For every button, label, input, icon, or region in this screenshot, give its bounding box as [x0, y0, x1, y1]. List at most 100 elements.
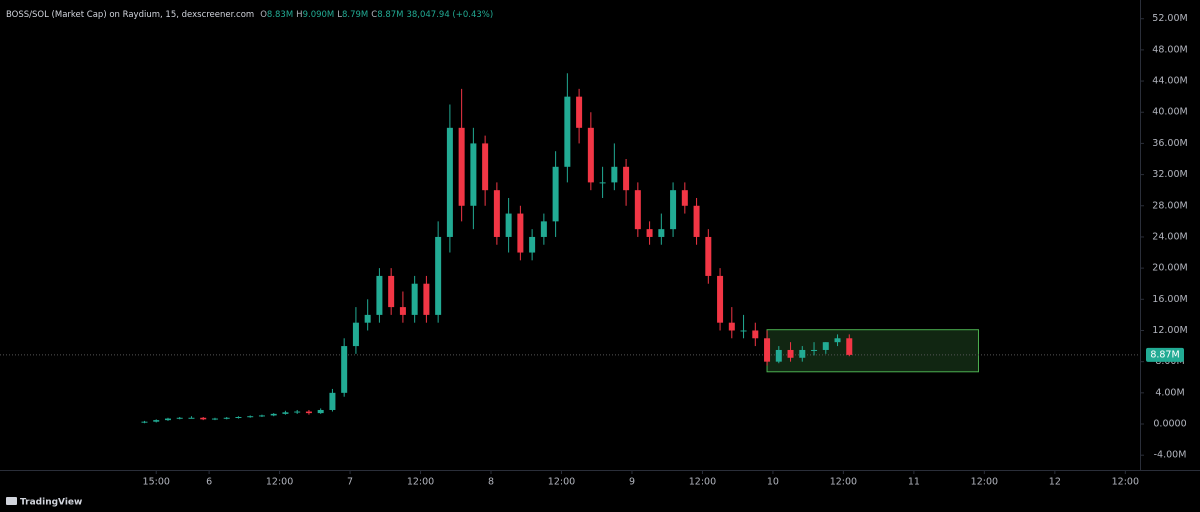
candle-body	[223, 417, 230, 419]
x-tick-label: 9	[629, 477, 635, 488]
x-tick-label: 6	[206, 477, 212, 488]
footer-text: TradingView	[20, 498, 82, 508]
candle-body	[435, 236, 442, 315]
y-tick-label: 0.0000	[1153, 419, 1186, 430]
x-tick-label: 12	[1049, 477, 1061, 488]
candle-body	[282, 412, 289, 414]
candle-body	[294, 411, 301, 413]
last-price-label: 8.87M	[1150, 349, 1179, 360]
y-tick-label: 32.00M	[1152, 169, 1187, 180]
x-tick-label: 12:00	[548, 477, 575, 488]
stat-value: 8.87M	[377, 10, 403, 20]
candle-body	[634, 190, 641, 230]
candle-body	[834, 338, 841, 343]
candle-body	[693, 205, 700, 237]
candle-body	[599, 182, 606, 184]
stat-label: C	[371, 10, 377, 20]
y-tick-label: 52.00M	[1152, 13, 1187, 24]
candle-body	[717, 275, 724, 323]
candle-body	[529, 236, 536, 253]
candle-body	[564, 96, 571, 167]
stat-value: 8.79M	[342, 10, 368, 20]
candle-body	[822, 342, 829, 350]
candle-body	[646, 229, 653, 237]
chart-header: BOSS/SOL (Market Cap) on Raydium, 15, de…	[6, 10, 493, 20]
x-tick-label: 10	[767, 477, 779, 488]
candle-body	[764, 338, 771, 362]
candle-body	[787, 349, 794, 358]
candle-body	[505, 213, 512, 237]
candle-body	[423, 283, 430, 315]
candle-body	[211, 418, 218, 420]
candle-body	[752, 330, 759, 339]
x-tick-label: 15:00	[143, 477, 170, 488]
candle-body	[658, 229, 665, 237]
candle-body	[482, 143, 489, 191]
y-tick-label: 20.00M	[1152, 263, 1187, 274]
y-tick-label: 24.00M	[1152, 231, 1187, 242]
x-tick-label: 8	[488, 477, 494, 488]
candle-body	[681, 190, 688, 206]
candle-body	[200, 417, 207, 420]
candle-body	[728, 322, 735, 331]
candle-body	[775, 349, 782, 362]
candle-body	[740, 330, 747, 332]
candle-body	[493, 190, 500, 237]
y-tick-label: 48.00M	[1152, 44, 1187, 55]
candle-body	[235, 416, 242, 418]
logo-icon	[6, 497, 17, 505]
candle-body	[329, 392, 336, 410]
candle-body	[446, 127, 453, 237]
candle-body	[399, 307, 406, 315]
stat-value: 9.090M	[303, 10, 335, 20]
candle-body	[552, 166, 559, 222]
x-tick-label: 12:00	[830, 477, 857, 488]
candle-body	[176, 417, 183, 419]
candle-body	[164, 418, 171, 421]
y-tick-label: 28.00M	[1152, 200, 1187, 211]
candle-body	[799, 349, 806, 358]
candle-body	[364, 314, 371, 323]
candle-body	[540, 221, 547, 237]
y-tick-label: 4.00M	[1155, 387, 1184, 398]
candle-body	[305, 411, 312, 414]
x-tick-label: 12:00	[971, 477, 998, 488]
candle-body	[587, 127, 594, 183]
x-tick-label: 12:00	[1112, 477, 1139, 488]
candle-body	[188, 417, 195, 419]
candle-body	[623, 166, 630, 191]
last-price-badge	[1146, 347, 1184, 362]
candle-body	[141, 421, 148, 423]
candle-body	[153, 420, 160, 422]
x-tick-label: 12:00	[407, 477, 434, 488]
stat-label: H	[296, 10, 302, 20]
candle-body	[470, 143, 477, 206]
candle-body	[247, 416, 254, 418]
candle-body	[811, 349, 818, 351]
stat-label: L	[337, 10, 342, 20]
y-tick-label: 12.00M	[1152, 325, 1187, 336]
x-tick-label: 7	[347, 477, 353, 488]
candle-body	[670, 190, 677, 230]
footer-logo: TradingView	[6, 497, 82, 508]
y-tick-label: 16.00M	[1152, 294, 1187, 305]
x-tick-label: 12:00	[689, 477, 716, 488]
y-tick-label: 36.00M	[1152, 138, 1187, 149]
stat-label: O	[260, 10, 267, 20]
x-tick-label: 12:00	[266, 477, 293, 488]
candle-body	[352, 322, 359, 347]
candle-body	[517, 213, 524, 253]
candle-body	[341, 346, 348, 393]
candle-body	[846, 338, 853, 355]
candle-body	[317, 409, 324, 414]
candle-body	[270, 413, 277, 416]
candle-body	[705, 236, 712, 276]
stat-change: 38,047.94 (+0.43%)	[406, 10, 493, 20]
chart-title: BOSS/SOL (Market Cap) on Raydium, 15, de…	[6, 10, 254, 20]
highlight-box	[766, 329, 979, 373]
y-tick-label: 40.00M	[1152, 107, 1187, 118]
y-tick-label: 44.00M	[1152, 76, 1187, 87]
candle-body	[458, 127, 465, 206]
